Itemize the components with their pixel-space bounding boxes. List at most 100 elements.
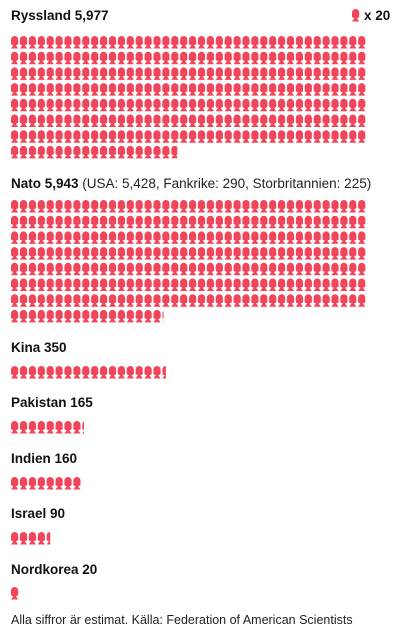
warhead-icon — [260, 247, 268, 260]
warhead-icon — [82, 200, 90, 213]
warhead-icon — [180, 98, 188, 112]
warhead-icon — [82, 294, 90, 307]
warhead-icon — [206, 51, 214, 65]
warhead-icon — [55, 130, 63, 143]
warhead-icon — [144, 215, 152, 229]
warhead-icon — [135, 231, 143, 244]
warhead-icon — [135, 98, 143, 112]
warhead-icon — [322, 231, 330, 244]
warhead-icon — [162, 145, 170, 159]
warhead-icon — [269, 83, 277, 96]
warhead-icon — [233, 98, 241, 112]
warhead-icon — [11, 200, 19, 213]
warhead-icon — [358, 215, 366, 229]
warhead-icon — [144, 98, 152, 112]
warhead-icon — [100, 67, 108, 80]
warhead-icon — [55, 83, 63, 96]
warhead-icon — [286, 67, 295, 80]
warhead-icon — [278, 51, 286, 65]
warhead-icon — [233, 51, 241, 65]
warhead-icon — [286, 130, 295, 143]
warhead-icon — [269, 51, 277, 65]
warhead-icon — [37, 247, 45, 260]
warhead-icon — [340, 199, 348, 213]
warhead-icon — [189, 262, 197, 276]
warhead-icon — [295, 247, 303, 260]
warhead-icon — [286, 215, 295, 229]
warhead-icon — [224, 215, 232, 229]
warhead-icon — [215, 215, 223, 229]
warhead-icon — [117, 247, 125, 260]
warhead-icon — [11, 231, 19, 244]
warhead-icon — [233, 67, 241, 80]
warhead-icon — [313, 83, 321, 96]
warhead-icon — [126, 130, 134, 143]
warhead-icon — [295, 51, 303, 65]
warhead-icon — [313, 294, 321, 307]
warhead-icon — [28, 130, 36, 143]
warhead-icon — [349, 231, 357, 244]
warhead-icon — [117, 231, 125, 244]
warhead-icon — [91, 130, 99, 143]
warhead-icon — [215, 98, 223, 112]
warhead-icon — [37, 215, 45, 229]
warhead-icon — [313, 36, 321, 49]
warhead-icon — [117, 67, 125, 80]
warhead-icon — [19, 477, 28, 490]
warhead-icon — [37, 278, 45, 291]
warhead-icon — [135, 262, 143, 276]
warhead-icon — [171, 67, 179, 80]
warhead-icon — [286, 231, 295, 244]
warhead-icon — [233, 130, 241, 143]
warhead-icon — [251, 83, 259, 96]
warhead-icon — [126, 366, 134, 379]
warhead-icon — [251, 51, 259, 65]
warhead-icon — [180, 114, 188, 127]
warhead-icon — [100, 98, 108, 112]
warhead-icon — [260, 294, 268, 307]
warhead-icon — [37, 421, 45, 434]
warhead-icon — [82, 98, 90, 112]
warhead-icon — [358, 83, 366, 96]
warhead-icon — [162, 83, 170, 96]
warhead-icon — [269, 98, 277, 112]
warhead-icon — [135, 247, 143, 260]
warhead-icon — [242, 278, 250, 291]
warhead-icon — [37, 36, 45, 49]
warhead-icon — [100, 231, 108, 244]
warhead-icon — [224, 231, 232, 244]
warhead-icon — [260, 83, 268, 96]
warhead-icon — [117, 294, 125, 307]
warhead-icon — [28, 51, 36, 65]
warhead-icon — [91, 35, 99, 49]
warhead-icon — [55, 294, 63, 307]
warhead-icon — [73, 215, 81, 229]
warhead-icon — [135, 36, 143, 49]
warhead-icon — [233, 36, 241, 49]
warhead-icon — [260, 36, 268, 49]
warhead-icon — [28, 278, 36, 291]
warhead-icon — [64, 98, 72, 112]
warhead-icon — [144, 114, 152, 127]
warhead-icon — [278, 35, 286, 49]
warhead-icon — [358, 98, 366, 112]
warhead-icon — [108, 83, 117, 96]
warhead-icon — [304, 200, 312, 213]
warhead-icon — [126, 200, 134, 213]
warhead-icon — [19, 262, 28, 276]
warhead-icon — [322, 130, 330, 143]
warhead-icon — [340, 231, 348, 244]
warhead-icon — [153, 365, 161, 379]
warhead-icon — [224, 83, 232, 96]
warhead-icon — [197, 231, 206, 244]
warhead-icon — [46, 247, 54, 260]
warhead-icon — [331, 83, 339, 96]
warhead-icon — [322, 294, 330, 307]
warhead-icon — [171, 215, 179, 229]
warhead-icon — [11, 36, 19, 49]
warhead-icon — [304, 67, 312, 80]
warhead-icon — [82, 130, 90, 143]
warhead-icon — [37, 130, 45, 143]
warhead-icon — [153, 199, 161, 213]
warhead-icon — [46, 532, 51, 545]
